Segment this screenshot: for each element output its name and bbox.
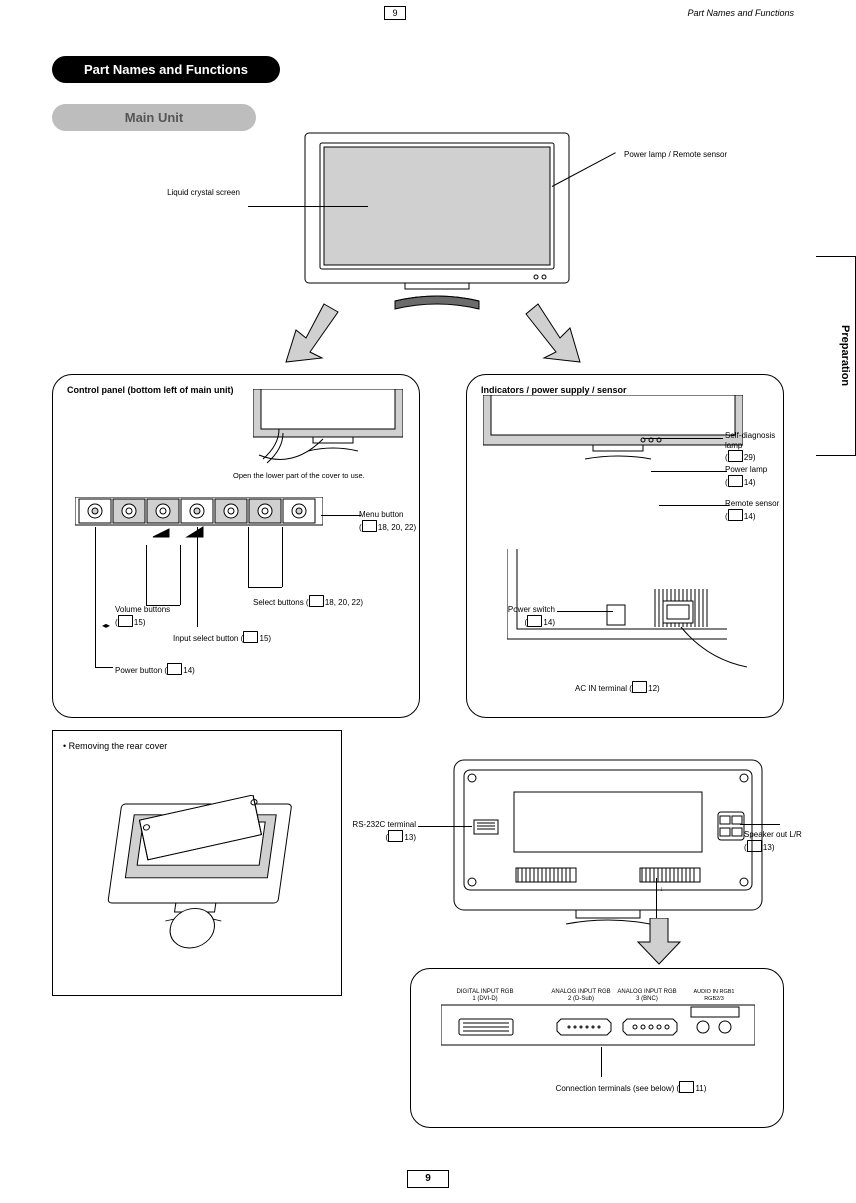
- leader: [557, 611, 613, 612]
- text: Power lamp: [725, 465, 767, 474]
- label-volume: Volume buttons ( 15): [115, 605, 235, 627]
- text: Power switch: [508, 605, 555, 614]
- book-icon: [728, 509, 742, 519]
- ref: 14: [543, 618, 552, 627]
- label-power: Power button ( 14): [115, 663, 315, 676]
- ref: 14: [744, 478, 753, 487]
- book-icon: [243, 631, 257, 641]
- label-menu: Menu button ( 18, 20, 22): [359, 510, 419, 532]
- text: Connection terminals (see below): [556, 1084, 675, 1093]
- label-acin: AC IN terminal ( 12): [575, 681, 735, 694]
- section-title: Part Names and Functions: [52, 56, 280, 83]
- label-powerlamp: Power lamp ( 14): [725, 465, 785, 487]
- control-buttons: [75, 497, 323, 549]
- ref: 15: [134, 618, 143, 627]
- ref: 11: [695, 1084, 703, 1093]
- book-icon: [679, 1081, 693, 1091]
- label-conn: Connection terminals (see below) ( 11): [531, 1081, 731, 1094]
- panel-terminals: DIGITAL INPUT RGB 1 (DVI-D) ANALOG INPUT…: [410, 968, 784, 1128]
- rear-view: [450, 756, 766, 926]
- book-icon: [527, 615, 541, 625]
- rear-cover-drawing: [93, 795, 313, 975]
- panel-note: Open the lower part of the cover to use.: [233, 471, 393, 480]
- leader: [321, 515, 361, 516]
- label-input: Input select button ( 15): [173, 631, 373, 644]
- ref: 13: [404, 833, 413, 842]
- icon-lr: ◂▸: [99, 621, 113, 631]
- leader: [740, 824, 780, 825]
- page-number-top: 9: [384, 6, 406, 20]
- book-icon: [362, 520, 376, 530]
- lbl-audio: AUDIO IN RGB1 RGB2/3: [687, 989, 741, 1002]
- leader: [248, 527, 249, 587]
- leader: [146, 545, 147, 605]
- ref: 13: [763, 843, 772, 852]
- arrow-left: [276, 296, 346, 366]
- label-speaker: Speaker out L/R ( 13): [744, 830, 814, 852]
- arrow-terminals: [636, 918, 682, 966]
- panel-cover-remove: • Removing the rear cover: [52, 730, 342, 996]
- label-sensor: Power lamp / Remote sensor: [624, 150, 744, 160]
- text: AC IN terminal: [575, 684, 627, 693]
- text: Remote sensor: [725, 499, 779, 508]
- label-remote: Remote sensor ( 14): [725, 499, 785, 521]
- book-icon: [167, 663, 181, 673]
- book-icon: [118, 615, 132, 625]
- leader: [180, 545, 181, 605]
- panel-heading: Control panel (bottom left of main unit): [67, 385, 233, 396]
- book-icon: [728, 475, 742, 485]
- page-number-bottom: 9: [407, 1170, 449, 1188]
- leader: [418, 826, 472, 827]
- panel-indicators: Indicators / power supply / sensor Self-…: [466, 374, 784, 718]
- label-select: Select buttons ( 18, 20, 22): [253, 595, 413, 608]
- leader: [651, 471, 727, 472]
- book-icon: [632, 681, 646, 691]
- ref: 14: [183, 666, 192, 675]
- monitor-corner: [253, 389, 403, 465]
- text: Input select button: [173, 634, 238, 643]
- cover-text: • Removing the rear cover: [63, 741, 167, 752]
- arrow-right: [520, 296, 590, 366]
- leader-note: ↓: [660, 886, 664, 894]
- book-icon: [747, 840, 761, 850]
- leader: [248, 206, 368, 207]
- book-icon: [309, 595, 323, 605]
- leader: [601, 1047, 602, 1077]
- running-header: Part Names and Functions: [687, 8, 794, 19]
- ref: 15: [260, 634, 269, 643]
- label-diag: Self-diagnosis lamp ( 29): [725, 431, 785, 463]
- text: Menu button: [359, 510, 403, 519]
- monitor-corner-right: [483, 395, 743, 461]
- label-switch: Power switch ( 14): [485, 605, 555, 627]
- lbl-rgb3: ANALOG INPUT RGB 3 (BNC): [617, 989, 677, 1003]
- leader: [659, 505, 729, 506]
- ref: 14: [744, 512, 753, 521]
- panel-controls: Control panel (bottom left of main unit)…: [52, 374, 420, 718]
- ref: 18, 20, 22: [378, 523, 414, 532]
- text: Volume buttons: [115, 605, 170, 614]
- subsection-title: Main Unit: [52, 104, 256, 131]
- side-tab-preparation: Preparation: [816, 256, 856, 456]
- text: RS-232C terminal: [352, 820, 416, 829]
- text: Power button: [115, 666, 162, 675]
- leader: [248, 587, 282, 588]
- ref: 12: [648, 684, 657, 693]
- leader: [656, 878, 657, 918]
- book-icon: [728, 450, 742, 460]
- front-view: [300, 128, 574, 312]
- label-rs232: RS-232C terminal ( 13): [352, 820, 416, 842]
- leader: [282, 527, 283, 587]
- leader: [95, 527, 96, 667]
- book-icon: [388, 830, 402, 840]
- text: Speaker out L/R: [744, 830, 802, 839]
- label-lcd: Liquid crystal screen: [100, 188, 240, 198]
- text: Select buttons: [253, 598, 304, 607]
- leader: [643, 438, 723, 439]
- ref: 29: [744, 453, 753, 462]
- leader: [95, 667, 113, 668]
- ref: 18, 20, 22: [325, 598, 361, 607]
- lbl-rgb2: ANALOG INPUT RGB 2 (D-Sub): [551, 989, 611, 1003]
- text: Self-diagnosis lamp: [725, 431, 775, 450]
- lbl-rgb1: DIGITAL INPUT RGB 1 (DVI-D): [455, 989, 515, 1003]
